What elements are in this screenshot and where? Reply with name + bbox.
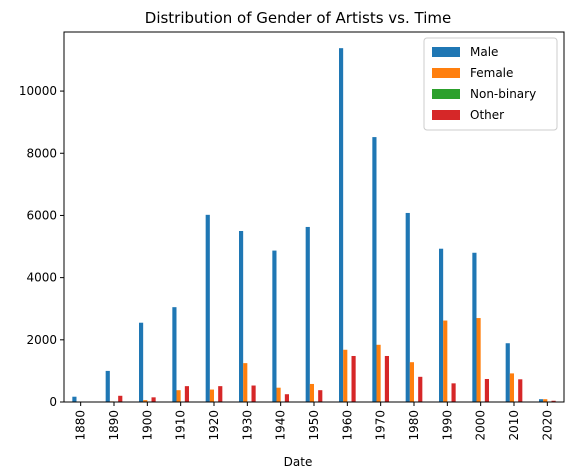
- bar-other-1900: [151, 397, 156, 402]
- x-tick-label: 1950: [307, 410, 321, 441]
- bar-female-1950: [309, 383, 314, 402]
- bar-other-1940: [284, 394, 289, 402]
- bar-other-1950: [318, 390, 323, 402]
- legend-label: Male: [470, 45, 498, 59]
- bar-other-1890: [118, 395, 123, 402]
- x-tick-label: 1970: [374, 410, 388, 441]
- bar-male-2000: [472, 252, 477, 402]
- bar-female-2000: [476, 318, 481, 402]
- bar-female-1910: [176, 390, 181, 402]
- x-axis-label: Date: [284, 455, 313, 469]
- bar-other-1960: [351, 355, 356, 402]
- legend-swatch: [432, 47, 460, 57]
- bar-female-2010: [509, 373, 514, 402]
- legend-box: [423, 37, 558, 131]
- bar-other-2000: [484, 378, 489, 402]
- bar-other-2010: [518, 379, 523, 402]
- x-tick-label: 1980: [407, 410, 421, 441]
- y-tick-label: 4000: [26, 271, 57, 285]
- bar-female-1920: [209, 389, 214, 402]
- bar-other-2020: [551, 400, 556, 402]
- x-tick-label: 1910: [174, 410, 188, 441]
- bar-other-1930: [251, 385, 256, 402]
- bar-female-1980: [409, 362, 414, 402]
- y-tick-label: 8000: [26, 146, 57, 160]
- legend-label: Non-binary: [470, 87, 536, 101]
- bar-male-1970: [372, 137, 377, 402]
- bar-male-1900: [139, 322, 144, 402]
- y-tick-label: 2000: [26, 333, 57, 347]
- y-tick-label: 6000: [26, 208, 57, 222]
- x-tick-label: 1920: [207, 410, 221, 441]
- x-tick-label: 1930: [240, 410, 254, 441]
- bar-male-1940: [272, 250, 277, 402]
- legend-label: Other: [470, 108, 504, 122]
- bar-male-1890: [105, 370, 110, 402]
- bar-other-1920: [218, 386, 223, 402]
- x-tick-label: 2020: [540, 410, 554, 441]
- bar-other-1910: [184, 386, 189, 402]
- bar-female-1990: [443, 320, 448, 402]
- chart-title: Distribution of Gender of Artists vs. Ti…: [145, 9, 451, 27]
- bar-male-1930: [239, 230, 244, 402]
- x-tick-label: 2010: [507, 410, 521, 441]
- x-tick-label: 1990: [440, 410, 454, 441]
- x-axis: 1880 1890 1900 1910 1920 1930 1940 1950 1960 1970…: [74, 402, 554, 441]
- x-tick-label: 1960: [340, 410, 354, 441]
- bar-female-2020: [543, 399, 548, 402]
- bar-male-1950: [305, 226, 310, 402]
- x-tick-label: 1900: [140, 410, 154, 441]
- bar-male-1990: [439, 248, 444, 402]
- x-tick-label: 1880: [74, 410, 88, 441]
- y-axis: 0 2000 4000 6000 8000 10000: [19, 84, 64, 409]
- bar-female-1900: [143, 400, 148, 402]
- bar-male-2020: [539, 399, 544, 402]
- bar-male-1920: [205, 214, 210, 402]
- bar-female-1930: [243, 363, 248, 402]
- legend: Male Female Non-binary Other: [423, 37, 558, 131]
- bar-male-1910: [172, 307, 177, 402]
- bar-female-1940: [276, 387, 281, 402]
- x-tick-label: 2000: [474, 410, 488, 441]
- bars-layer: [72, 48, 556, 403]
- bar-other-1990: [451, 383, 456, 402]
- x-tick-label: 1940: [274, 410, 288, 441]
- bar-male-2010: [505, 343, 510, 402]
- plot-frame: [63, 31, 565, 403]
- legend-swatch: [432, 68, 460, 78]
- bar-male-1960: [339, 48, 344, 403]
- legend-swatch: [432, 89, 460, 99]
- y-tick-label: 10000: [19, 84, 57, 98]
- bar-other-1980: [418, 376, 423, 402]
- bar-male-1880: [72, 396, 77, 402]
- legend-swatch: [432, 110, 460, 120]
- x-tick-label: 1890: [107, 410, 121, 441]
- legend-label: Female: [470, 66, 513, 80]
- bar-male-1980: [405, 212, 410, 402]
- y-tick-label: 0: [49, 395, 57, 409]
- bar-female-1970: [376, 344, 381, 402]
- bar-female-1960: [343, 349, 348, 402]
- bar-other-1970: [384, 355, 389, 402]
